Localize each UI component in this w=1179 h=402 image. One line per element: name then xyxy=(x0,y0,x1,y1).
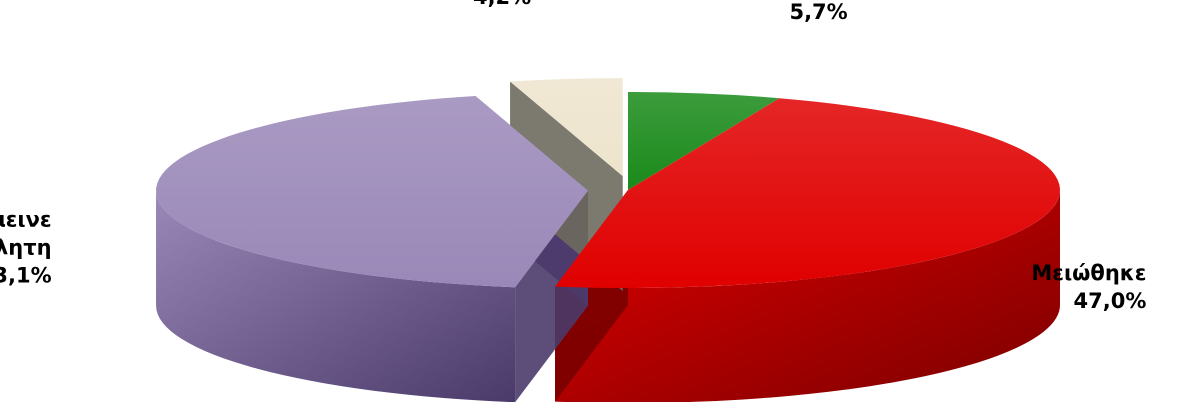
pie-label-category: Μειώθηκε xyxy=(1031,261,1146,285)
pie-slice-tops xyxy=(156,78,1061,288)
pie-label-δα: ΔΑ4,2% xyxy=(473,0,531,9)
pie-label-αυξήθηκε: Αυξήθηκε5,7% xyxy=(762,0,876,24)
pie-slice-αυξήθηκε xyxy=(628,92,780,190)
pie-label-παρέμεινε-αμετάβλητη: Παρέμεινε αμετάβλητη 43,1% xyxy=(0,208,52,288)
pie-label-percent: 43,1% xyxy=(0,264,52,288)
pie-slice-δα xyxy=(510,78,623,177)
pie-label-percent: 5,7% xyxy=(789,0,847,24)
pie-label-category: αμετάβλητη xyxy=(0,236,52,260)
pie-label-μειώθηκε: Μειώθηκε 47,0% xyxy=(1031,261,1146,313)
pie-label-percent: 4,2% xyxy=(473,0,531,9)
pie-side-μειώθηκε xyxy=(555,190,1060,402)
pie-slice-παρέμεινε-αμετάβλητη xyxy=(156,96,589,288)
pie-slice-μειώθηκε xyxy=(555,98,1061,288)
pie-side-παρέμεινε-αμετάβλητη xyxy=(156,190,516,402)
pie-label-category: Παρέμεινε xyxy=(0,208,52,232)
pie-label-percent: 47,0% xyxy=(1074,289,1147,313)
pie-labels: Αυξήθηκε5,7% Μειώθηκε 47,0% Παρέμεινε αμετάβ… xyxy=(0,0,1146,313)
